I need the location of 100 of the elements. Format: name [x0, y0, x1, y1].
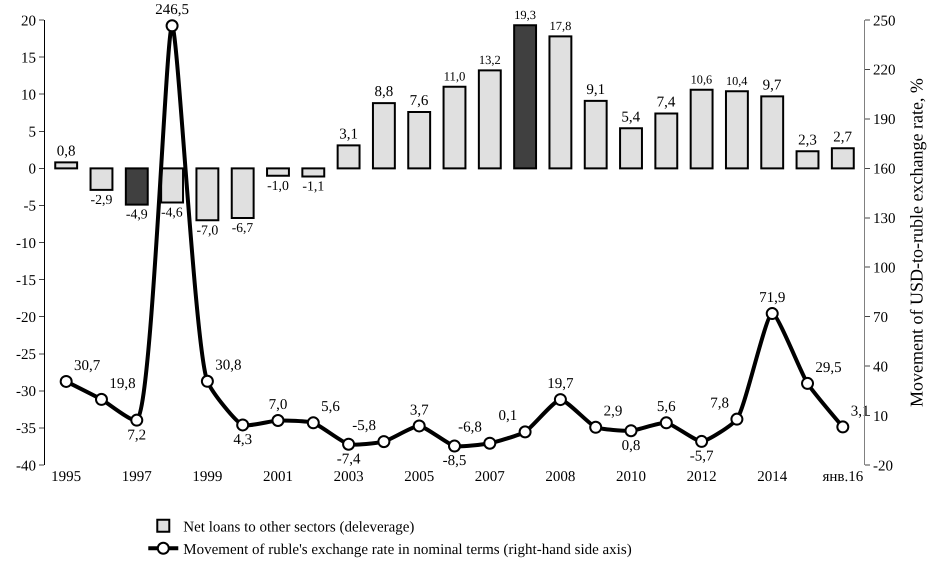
- data-label: 10,6: [690, 72, 712, 86]
- data-label: 7,2: [127, 427, 146, 444]
- data-label: 19,8: [109, 376, 136, 392]
- x-tick-label: 2005: [404, 469, 434, 485]
- y-tick-label: -5: [24, 198, 36, 215]
- point: [589, 420, 602, 434]
- data-label: 8,8: [374, 84, 394, 100]
- y2-tick-label: 10: [873, 408, 888, 425]
- bar: [760, 95, 784, 170]
- bar: [830, 147, 855, 170]
- data-label: 11,0: [444, 69, 466, 84]
- x-tick-label: 2008: [545, 469, 576, 485]
- data-label: -6,8: [458, 420, 482, 436]
- bar: [124, 167, 149, 206]
- bar: [584, 100, 608, 170]
- data-label: 29,5: [815, 360, 842, 376]
- point: [448, 440, 461, 453]
- data-label: 17,8: [549, 18, 572, 33]
- bar: [548, 35, 572, 170]
- y2-tick-label: 160: [873, 162, 896, 178]
- bar: [513, 24, 538, 170]
- bar: [796, 150, 820, 170]
- y2-tick-label: 100: [873, 260, 896, 276]
- data-label: 4,3: [233, 432, 252, 448]
- y-tick-label: 20: [21, 13, 36, 30]
- legend-label: Movement of ruble's exchange rate in nominal terms (right-hand side axis): [183, 542, 632, 558]
- y-tick-label: -30: [16, 384, 36, 400]
- y-tick-label: 0: [28, 162, 36, 178]
- data-label: -6,7: [232, 220, 254, 235]
- y-tick-label: 15: [21, 50, 36, 66]
- data-label: -1,1: [302, 178, 324, 194]
- bar: [54, 161, 78, 170]
- y-tick-label: 5: [28, 124, 36, 140]
- data-label: -8,5: [442, 453, 466, 470]
- bar: [266, 167, 290, 177]
- point: [554, 393, 567, 406]
- point: [660, 416, 673, 430]
- data-label: 19,7: [547, 376, 574, 392]
- bar: [195, 167, 220, 222]
- data-label: 246,5: [155, 2, 189, 18]
- x-tick-label: 1997: [122, 469, 152, 485]
- x-tick-label: 2012: [686, 469, 717, 485]
- data-label: -7,0: [196, 222, 218, 238]
- bar: [619, 127, 643, 170]
- point: [624, 424, 638, 438]
- bar: [301, 167, 326, 178]
- y-tick-label: -35: [16, 421, 36, 438]
- data-label: -7,4: [336, 451, 361, 468]
- data-label: -5,7: [690, 448, 714, 465]
- point: [306, 416, 320, 430]
- bar: [160, 167, 184, 204]
- y2-tick-label: 250: [873, 13, 896, 30]
- data-label: -1,0: [267, 178, 290, 193]
- x-tick-label: 2007: [474, 469, 506, 485]
- data-label: -2,9: [90, 192, 113, 207]
- data-label: 5,6: [656, 399, 676, 416]
- y2-tick-label: 40: [873, 359, 888, 376]
- point: [60, 374, 73, 388]
- y-tick-label: -10: [16, 236, 36, 252]
- bar: [478, 69, 502, 170]
- y2-tick-label: 70: [873, 310, 888, 326]
- point: [836, 420, 850, 434]
- data-label: 0,8: [56, 143, 76, 160]
- data-label: 2,9: [604, 404, 622, 420]
- data-label: -5,8: [352, 418, 376, 434]
- data-label: 19,3: [514, 8, 536, 22]
- data-label: 10,4: [726, 74, 748, 88]
- data-label: 5,4: [621, 109, 641, 126]
- x-tick-label: 2001: [262, 469, 293, 485]
- y2-axis-title: Movement of USD-to-ruble exchange rate, %: [906, 78, 927, 407]
- point: [412, 419, 426, 432]
- bar: [724, 90, 749, 170]
- point: [200, 374, 214, 388]
- data-label: -4,9: [126, 206, 148, 222]
- y-tick-label: -15: [16, 272, 36, 289]
- point: [342, 438, 356, 451]
- data-label: 71,9: [759, 290, 786, 306]
- bar: [442, 86, 466, 170]
- x-tick-label: 2003: [334, 469, 364, 485]
- point: [236, 418, 250, 432]
- data-label: 9,1: [586, 82, 606, 98]
- bar: [407, 110, 432, 170]
- point: [695, 434, 708, 448]
- data-label: 3,7: [410, 402, 430, 418]
- x-tick-label: 1995: [51, 469, 82, 485]
- data-label: -4,6: [161, 204, 183, 220]
- y-tick-label: -25: [16, 347, 36, 363]
- y2-tick-label: 130: [873, 211, 896, 228]
- data-label: 5,6: [321, 399, 340, 416]
- point: [518, 425, 532, 438]
- data-label: 7,4: [656, 94, 676, 110]
- y2-tick-label: 190: [873, 112, 896, 128]
- point: [271, 414, 284, 427]
- data-label: 7,6: [410, 92, 429, 109]
- bar: [336, 144, 361, 170]
- x-tick-label: 1999: [192, 469, 222, 485]
- data-label: 7,8: [710, 396, 730, 412]
- bar: [372, 102, 396, 170]
- y2-tick-label: -20: [873, 458, 893, 474]
- data-label: 30,7: [74, 358, 101, 374]
